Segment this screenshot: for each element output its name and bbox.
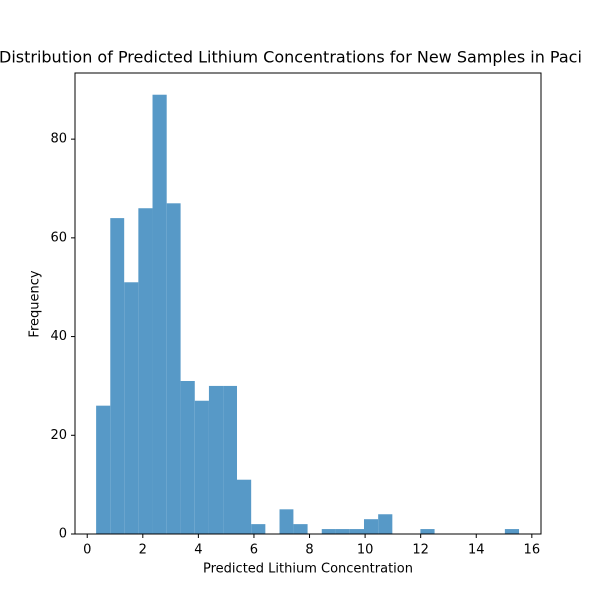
bar: [251, 524, 266, 534]
bar: [138, 208, 153, 535]
bar: [223, 385, 238, 534]
bar: [180, 380, 195, 534]
x-tick-label: 16: [524, 543, 541, 558]
bar: [166, 203, 181, 534]
bar: [363, 519, 379, 534]
bar: [152, 94, 167, 534]
bar: [208, 385, 224, 534]
x-tick-label: 8: [305, 543, 313, 558]
x-tick-label: 12: [412, 543, 429, 558]
bar: [194, 400, 209, 534]
y-tick-label: 40: [50, 329, 67, 344]
bar: [378, 514, 393, 534]
x-tick-label: 14: [468, 543, 485, 558]
chart-title: Distribution of Predicted Lithium Concen…: [0, 48, 582, 67]
bar: [335, 529, 350, 534]
bar: [293, 524, 308, 534]
y-tick-label: 80: [50, 132, 67, 147]
bar: [110, 218, 125, 535]
bar: [504, 529, 520, 534]
bar: [349, 529, 364, 534]
y-axis-label: Frequency: [28, 270, 43, 337]
y-tick-label: 20: [50, 428, 67, 443]
x-tick-label: 0: [83, 543, 91, 558]
x-tick-label: 6: [250, 543, 258, 558]
bar: [96, 405, 111, 534]
bar: [420, 529, 435, 534]
x-axis-label: Predicted Lithium Concentration: [203, 562, 413, 577]
x-tick-label: 10: [357, 543, 374, 558]
x-tick-label: 2: [139, 543, 147, 558]
y-tick-label: 60: [50, 230, 67, 245]
x-tick-label: 4: [194, 543, 202, 558]
bar: [321, 529, 336, 534]
plot-frame: [74, 72, 542, 535]
bar: [279, 509, 294, 534]
bar: [124, 282, 139, 534]
bar: [237, 479, 252, 534]
y-tick-label: 0: [59, 527, 67, 542]
